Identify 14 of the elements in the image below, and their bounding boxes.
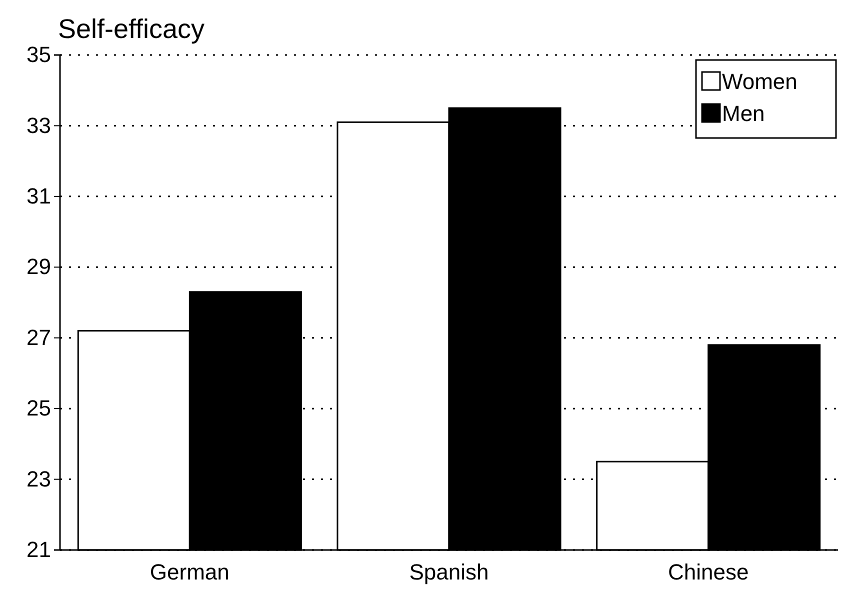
legend-label: Women xyxy=(722,69,798,94)
x-tick-label: Chinese xyxy=(668,559,749,584)
y-tick-label: 27 xyxy=(26,324,51,350)
x-tick-label: German xyxy=(150,559,230,584)
legend-label: Men xyxy=(722,101,765,126)
y-tick-label: 23 xyxy=(26,466,51,492)
chart-title: Self-efficacy xyxy=(58,14,206,44)
y-tick-label: 35 xyxy=(26,42,51,68)
y-tick-label: 29 xyxy=(26,254,51,280)
y-tick-label: 21 xyxy=(26,537,51,562)
y-tick-label: 31 xyxy=(26,183,51,208)
x-tick-label: Spanish xyxy=(409,559,489,584)
y-tick-label: 33 xyxy=(26,112,51,138)
y-tick-label: 25 xyxy=(26,396,51,421)
